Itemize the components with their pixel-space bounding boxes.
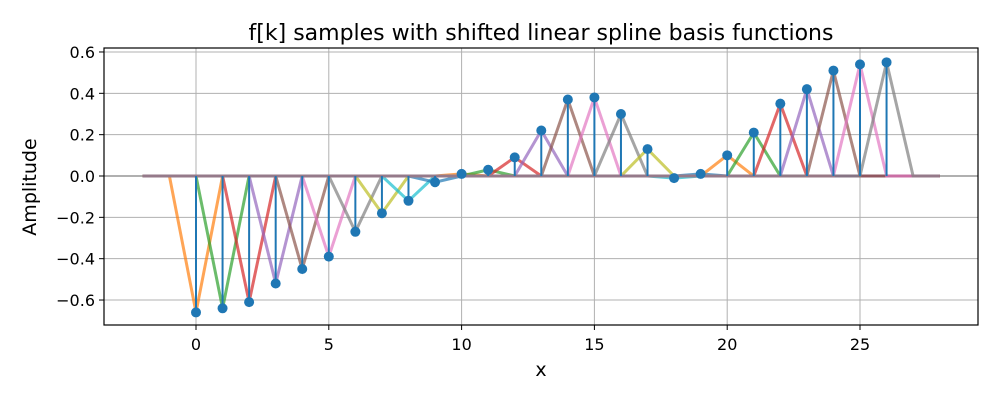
stem-marker <box>297 264 308 275</box>
basis-functions <box>142 61 940 313</box>
stem-marker <box>775 98 786 109</box>
stem-marker <box>323 251 334 262</box>
y-axis-ticks: 0.6 0.4 0.2 0.0 −0.2 −0.4 −0.6 <box>56 43 104 310</box>
stem-marker <box>589 92 600 103</box>
x-tick-label: 25 <box>850 335 870 354</box>
stem-marker <box>722 150 733 161</box>
y-tick-label: −0.4 <box>56 250 95 269</box>
stem-marker <box>828 65 839 76</box>
x-axis-label: x <box>535 359 546 381</box>
stem-series <box>191 57 892 318</box>
stem-marker <box>430 177 441 188</box>
stem-marker <box>217 303 228 314</box>
x-tick-label: 0 <box>191 335 201 354</box>
basis-function-4 <box>142 174 940 275</box>
y-tick-label: 0.6 <box>70 43 95 62</box>
stem-marker <box>483 164 494 175</box>
basis-function-8 <box>142 174 940 203</box>
axes-frame <box>103 47 979 326</box>
y-tick-label: −0.2 <box>56 208 95 227</box>
stem-marker <box>191 307 201 318</box>
stem-marker <box>695 168 706 179</box>
stem-marker <box>403 195 414 206</box>
y-tick-label: −0.6 <box>56 291 95 310</box>
basis-function-7 <box>142 174 940 216</box>
stem-marker <box>615 108 626 119</box>
stem-marker <box>801 84 812 95</box>
stem-marker <box>669 173 680 184</box>
basis-function-6 <box>142 174 940 236</box>
stem-marker <box>562 94 573 105</box>
x-tick-label: 20 <box>717 335 737 354</box>
stem-marker <box>376 208 387 219</box>
x-tick-label: 5 <box>324 335 334 354</box>
x-tick-label: 10 <box>451 335 471 354</box>
y-tick-label: 0.4 <box>70 84 95 103</box>
y-axis-label: Amplitude <box>19 138 41 235</box>
x-tick-label: 15 <box>584 335 604 354</box>
basis-function-3 <box>142 174 940 284</box>
y-tick-label: 0.0 <box>70 167 95 186</box>
stem-marker <box>881 57 892 68</box>
basis-function-2 <box>142 174 940 303</box>
stem-marker <box>456 168 467 179</box>
stem-marker <box>244 297 255 308</box>
stem-marker <box>350 226 361 237</box>
stem-marker <box>642 144 653 155</box>
axes-border <box>103 47 979 326</box>
stem-marker <box>270 278 281 289</box>
x-axis-ticks: 0 5 10 15 20 25 <box>191 325 870 354</box>
stem-marker <box>855 59 865 70</box>
chart-title: f[k] samples with shifted linear spline … <box>249 21 834 46</box>
stem-marker <box>509 152 520 163</box>
grid-lines <box>104 48 978 325</box>
stem-marker <box>536 125 547 136</box>
y-tick-label: 0.2 <box>70 126 95 145</box>
stem-marker <box>748 127 759 138</box>
